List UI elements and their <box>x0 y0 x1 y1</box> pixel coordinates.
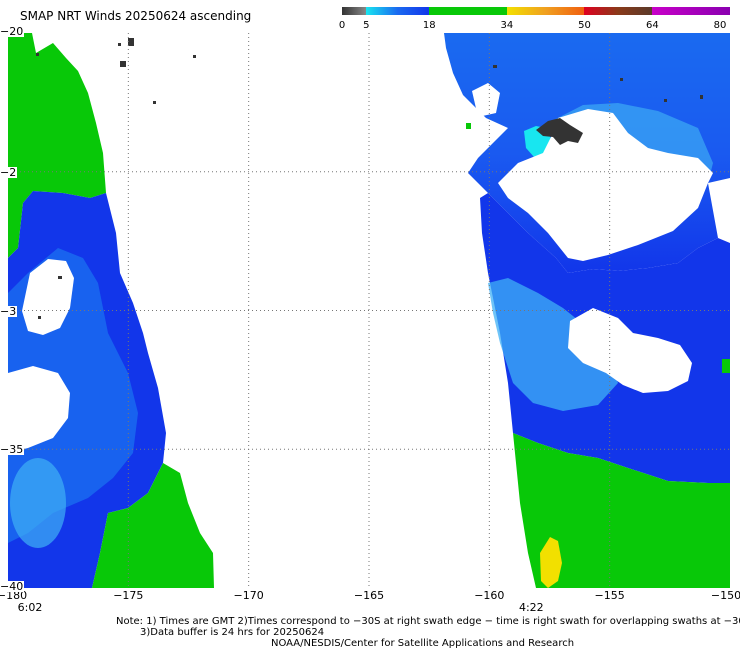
colorbar-label: 18 <box>422 20 436 31</box>
rain-speck <box>193 55 196 58</box>
swath-time-label: 6:02 <box>17 601 43 614</box>
rain-speck <box>118 43 121 46</box>
colorbar-segment <box>342 7 367 15</box>
longitude-label: −150 <box>710 589 740 602</box>
right-swath-gap-east <box>568 308 692 393</box>
right-swath-green-speck <box>466 123 471 129</box>
right-swath-rain-dark <box>536 118 583 145</box>
left-swath-green-north <box>8 33 106 258</box>
longitude-label: −170 <box>233 589 264 602</box>
map-title: SMAP NRT Winds 20250624 ascending <box>20 9 252 23</box>
rain-speck <box>153 101 156 104</box>
swath-time-label: 4:22 <box>518 601 544 614</box>
colorbar-segment <box>652 7 730 15</box>
right-swath-rain-speck <box>700 95 703 99</box>
left-swath-green-south <box>92 463 214 588</box>
right-swath-lightblue <box>488 278 618 411</box>
left-swath-rain-speck <box>38 316 41 319</box>
graticule <box>8 33 730 588</box>
longitude-label: −175 <box>113 589 144 602</box>
colorbar-segment <box>429 7 507 15</box>
rain-speck <box>128 38 134 46</box>
colorbar-segment <box>584 7 653 15</box>
right-swath-rain-speck <box>620 78 623 81</box>
colorbar-segment <box>506 7 585 15</box>
left-swath-lightblue <box>10 458 66 548</box>
right-swath <box>444 33 730 588</box>
right-swath-green-speck <box>722 359 730 373</box>
footer-attribution: NOAA/NESDIS/Center for Satellite Applica… <box>271 638 575 649</box>
right-swath-rain-speck <box>664 99 667 102</box>
colorbar-label: 64 <box>646 20 659 31</box>
rain-speck <box>120 61 126 67</box>
wind-map-plot <box>8 33 730 588</box>
latitude-label: −35 <box>0 443 25 457</box>
longitude-label: −155 <box>594 589 625 602</box>
colorbar-label: 5 <box>363 20 370 31</box>
longitude-label: −165 <box>353 589 385 602</box>
longitude-label: −160 <box>474 589 505 602</box>
right-swath-gap-north <box>498 109 713 261</box>
right-swath-gap-hole <box>472 83 500 117</box>
colorbar-label: 50 <box>578 20 591 31</box>
right-swath-yellow <box>540 537 562 588</box>
longitude-label: −180 <box>0 589 28 602</box>
latitude-label: −3 <box>0 304 18 318</box>
rain-specks <box>36 38 196 104</box>
footer-note-line1: Note: 1) Times are GMT 2)Times correspon… <box>116 616 740 627</box>
colorbar-segment <box>366 7 430 15</box>
rain-speck <box>36 53 39 56</box>
footer-note-line2: 3)Data buffer is 24 hrs for 20250624 <box>140 627 325 638</box>
left-swath-rain-speck <box>58 276 62 279</box>
colorbar-label: 34 <box>500 20 514 31</box>
left-swath-gap-2 <box>8 366 70 453</box>
right-swath-rain-speck <box>493 65 497 68</box>
wind-speed-colorbar <box>342 7 730 15</box>
latitude-label: −20 <box>0 25 25 38</box>
latitude-label: −2 <box>0 165 18 179</box>
left-swath <box>8 33 214 588</box>
colorbar-label: 80 <box>713 20 727 31</box>
colorbar-label: 0 <box>338 20 346 31</box>
right-swath-green-south <box>513 433 730 588</box>
wind-map-svg <box>8 33 730 588</box>
latitude-label: −40 <box>0 580 25 593</box>
